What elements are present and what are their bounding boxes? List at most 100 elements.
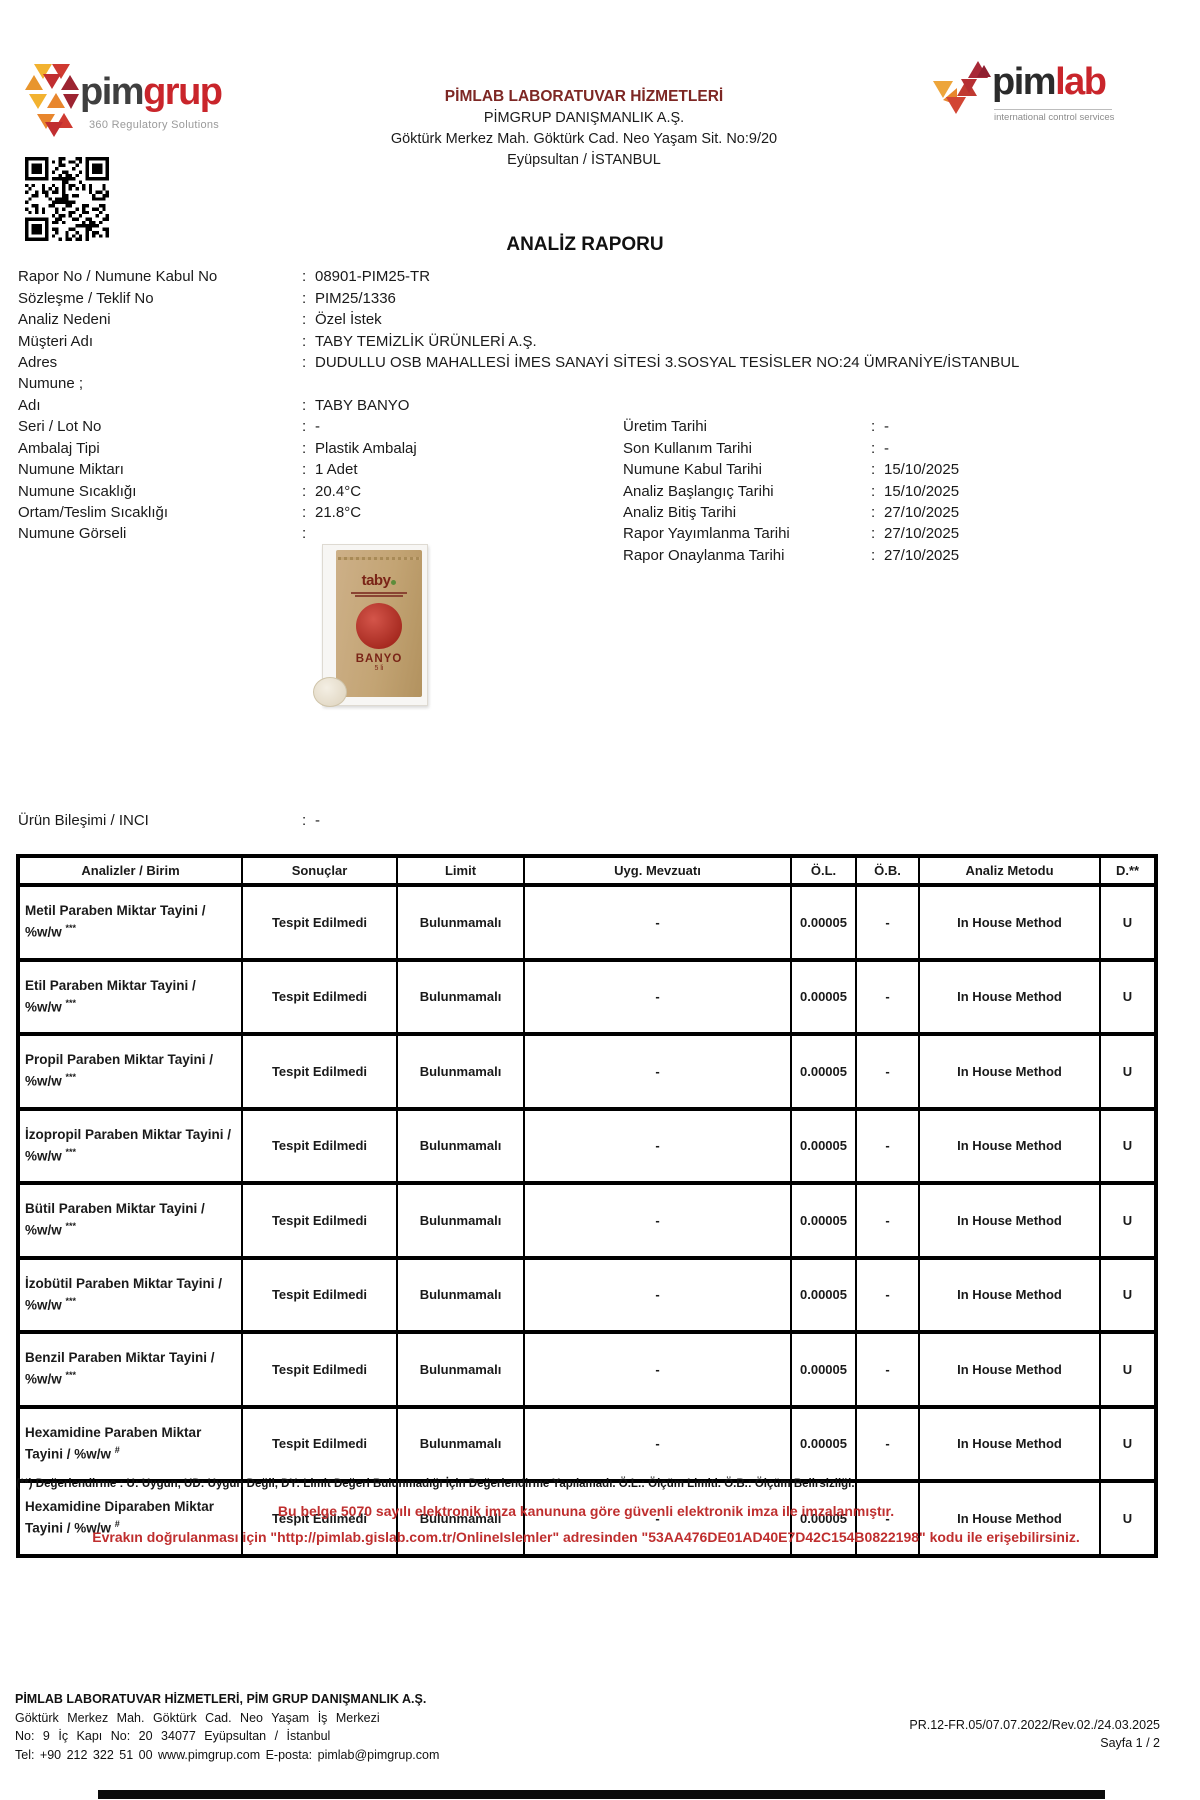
info-row: Son Kullanım Tarihi: -	[623, 437, 959, 458]
table-header-cell: Limit	[396, 854, 525, 887]
ob-cell: -	[855, 1032, 920, 1111]
info-value: TABY TEMİZLİK ÜRÜNLERİ A.Ş.	[315, 332, 537, 350]
company-city: Eyüpsultan / İSTANBUL	[507, 152, 661, 168]
regulation-cell: -	[523, 1181, 792, 1260]
company-address: Göktürk Merkez Mah. Göktürk Cad. Neo Yaş…	[390, 131, 778, 147]
limit-cell: Bulunmamalı	[396, 883, 525, 962]
results-table: Analizler / Birim Sonuçlar Limit Uyg. Mevzu…	[16, 854, 1158, 1558]
info-colon: :	[871, 482, 876, 500]
evaluation-cell: U	[1099, 1106, 1157, 1185]
info-label: Sözleşme / Teklif No	[18, 289, 154, 307]
info-colon: :	[302, 812, 307, 830]
analyte-cell: Propil Paraben Miktar Tayini / %w/w ***	[17, 1032, 243, 1111]
info-label: Analiz Nedeni	[18, 311, 111, 329]
pimgrup-wordmark: pimgrup	[80, 71, 223, 113]
footer-line: No: 9 İç Kapı No: 20 34077 Eyüpsultan / …	[15, 1729, 331, 1743]
info-label: Numune ;	[18, 375, 84, 393]
info-label: Analiz Bitiş Tarihi	[623, 503, 737, 521]
info-row: Numune Sıcaklığı:20.4°C	[18, 480, 417, 501]
info-label: Rapor Onaylanma Tarihi	[623, 546, 785, 564]
cleaning-tablet	[313, 677, 347, 707]
ol-cell: 0.00005	[790, 1404, 857, 1483]
footer-line: Göktürk Merkez Mah. Göktürk Cad. Neo Yaş…	[15, 1710, 380, 1725]
analyte-superscript: ***	[65, 1146, 77, 1157]
info-colon: :	[302, 439, 307, 457]
info-colon: :	[871, 461, 876, 479]
info-value: -	[315, 418, 320, 436]
pimlab-wordmark: pimlab	[992, 62, 1107, 102]
inci-row: Ürün Bileşimi / INCI: -	[18, 810, 320, 831]
ob-cell: -	[855, 883, 920, 962]
info-row: Rapor Yayımlanma Tarihi:27/10/2025	[623, 523, 959, 544]
method-cell: In House Method	[918, 1032, 1101, 1111]
analyte-superscript: #	[114, 1519, 120, 1529]
info-row: Numune Miktarı:1 Adet	[18, 459, 417, 480]
method-cell: In House Method	[918, 1404, 1101, 1483]
info-colon: :	[302, 332, 307, 350]
info-colon: :	[302, 353, 307, 371]
table-header-cell: Analiz Metodu	[918, 854, 1101, 887]
pimgrup-word-pim: pim	[80, 71, 145, 113]
info-row: Rapor Onaylanma Tarihi:27/10/2025	[623, 545, 959, 566]
result-cell: Tespit Edilmedi	[241, 1404, 398, 1483]
evaluation-cell: U	[1099, 883, 1157, 962]
analyte-superscript: ***	[65, 1072, 77, 1082]
footer-address-block: PİMLAB LABORATUVAR HİZMETLERİ, PİM GRUP …	[15, 1690, 439, 1764]
package-product-name: BANYO	[355, 653, 403, 665]
table-header-cell: Analizler / Birim	[17, 854, 243, 887]
limit-cell: Bulunmamalı	[396, 957, 525, 1036]
ob-cell: -	[855, 1330, 920, 1409]
ol-cell: 0.00005	[790, 1181, 857, 1260]
limit-cell: Bulunmamalı	[396, 1404, 525, 1483]
regulation-cell: -	[523, 1255, 792, 1334]
analyte-superscript: ***	[65, 923, 77, 933]
table-row: Benzil Paraben Miktar Tayini / %w/w *** T…	[17, 1330, 1157, 1409]
pimgrup-logo-icon	[25, 64, 79, 137]
evaluation-cell: U	[1099, 1032, 1157, 1111]
evaluation-cell: U	[1099, 1181, 1157, 1260]
method-cell: In House Method	[918, 1255, 1101, 1334]
regulation-cell: -	[523, 1404, 792, 1483]
info-colon: :	[302, 311, 307, 329]
table-row: Etil Paraben Miktar Tayini / %w/w *** Tes…	[17, 957, 1157, 1036]
page-bottom-scan-bar	[98, 1790, 1105, 1799]
footer-doc-line: PR.12-FR.05/07.07.2022/Rev.02./24.03.202…	[909, 1718, 1160, 1732]
info-value: 21.8°C	[315, 503, 362, 521]
table-row: Propil Paraben Miktar Tayini / %w/w *** T…	[17, 1032, 1157, 1111]
ol-cell: 0.00005	[790, 957, 857, 1036]
analyte-cell: İzobütil Paraben Miktar Tayini / %w/w **…	[17, 1255, 243, 1334]
ob-cell: -	[855, 957, 920, 1036]
evaluation-cell: U	[1099, 1479, 1157, 1558]
info-row: Sözleşme / Teklif No: PIM25/1336	[18, 287, 1019, 308]
info-label: Adres	[18, 353, 58, 371]
info-label: Numune Sıcaklığı	[18, 482, 137, 500]
info-row: Analiz Nedeni: Özel İstek	[18, 309, 1019, 330]
regulation-cell: -	[523, 1032, 792, 1111]
info-label: Ürün Bileşimi / INCI	[18, 812, 149, 830]
limit-cell: Bulunmamalı	[396, 1479, 525, 1558]
method-cell: In House Method	[918, 1479, 1101, 1558]
result-cell: Tespit Edilmedi	[241, 1330, 398, 1409]
evaluation-cell: U	[1099, 1404, 1157, 1483]
info-value: 15/10/2025	[884, 461, 960, 479]
info-row: Üretim Tarihi: -	[623, 416, 959, 437]
limit-cell: Bulunmamalı	[396, 1330, 525, 1409]
info-value: -	[315, 812, 320, 830]
result-cell: Tespit Edilmedi	[241, 1032, 398, 1111]
ob-cell: -	[855, 1106, 920, 1185]
info-colon: :	[302, 503, 307, 521]
info-label: Rapor Yayımlanma Tarihi	[623, 525, 790, 543]
info-value: 27/10/2025	[884, 546, 960, 564]
lab-name: PİMLAB LABORATUVAR HİZMETLERİ	[444, 88, 724, 105]
sample-photo: taby BANYO 5 li	[313, 544, 428, 707]
regulation-cell: -	[523, 957, 792, 1036]
analyte-superscript: ***	[65, 1370, 77, 1380]
company-name: PİMGRUP DANIŞMANLIK A.Ş.	[483, 110, 685, 126]
info-value: 20.4°C	[315, 482, 362, 500]
package-crimp	[338, 557, 420, 560]
pimlab-logo-icon	[933, 61, 991, 114]
info-row: Numune Görseli:	[18, 523, 417, 544]
analyte-cell: Etil Paraben Miktar Tayini / %w/w ***	[17, 957, 243, 1036]
result-cell: Tespit Edilmedi	[241, 1479, 398, 1558]
